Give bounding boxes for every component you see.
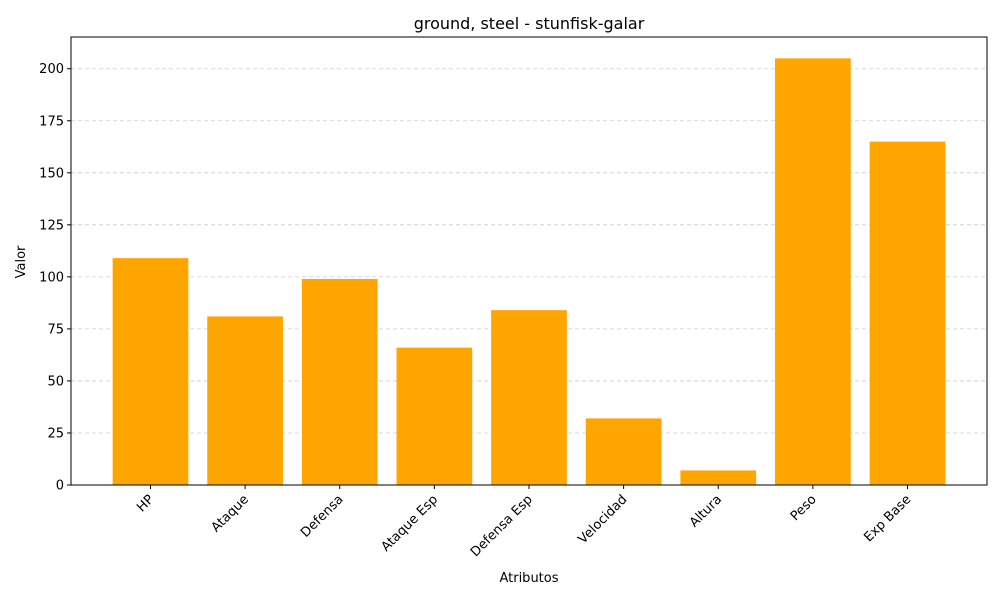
y-tick-label: 175	[39, 114, 64, 129]
x-axis-ticks: HP Ataque Defensa Ataque Esp Defensa Esp Velo…	[134, 485, 914, 560]
x-tick-label: Defensa	[298, 492, 346, 540]
y-axis-label: Valor	[14, 245, 29, 278]
bar-defensa-esp	[491, 310, 567, 485]
bar-ataque-esp	[396, 347, 473, 485]
y-tick-label: 150	[39, 166, 64, 181]
bar-velocidad	[585, 418, 662, 485]
bar-peso	[775, 58, 851, 485]
x-axis-label: Atributos	[499, 571, 558, 586]
y-tick-label: 0	[56, 479, 64, 494]
x-tick-label: Altura	[687, 492, 725, 530]
x-tick-label: Ataque Esp	[379, 492, 442, 555]
y-tick-label: 100	[39, 270, 64, 285]
y-tick-label: 50	[47, 374, 64, 389]
y-tick-label: 125	[39, 218, 64, 233]
x-tick-label: HP	[134, 492, 157, 515]
y-axis-ticks: 0 25 50 75 100 125 150 175 200	[39, 62, 71, 494]
bar-altura	[680, 470, 757, 485]
bar-exp-base	[869, 141, 946, 485]
bar-ataque	[207, 316, 283, 485]
x-tick-label: Ataque	[209, 492, 252, 535]
bars	[112, 58, 946, 485]
bar-hp	[112, 258, 189, 485]
x-tick-label: Velocidad	[576, 492, 631, 547]
x-tick-label: Defensa Esp	[468, 492, 536, 560]
x-tick-label: Exp Base	[861, 492, 914, 545]
y-tick-label: 200	[39, 62, 64, 77]
bar-defensa	[301, 278, 378, 485]
chart-title: ground, steel - stunfisk-galar	[414, 14, 645, 33]
y-tick-label: 75	[47, 322, 64, 337]
y-tick-label: 25	[47, 426, 64, 441]
x-tick-label: Peso	[788, 492, 820, 524]
